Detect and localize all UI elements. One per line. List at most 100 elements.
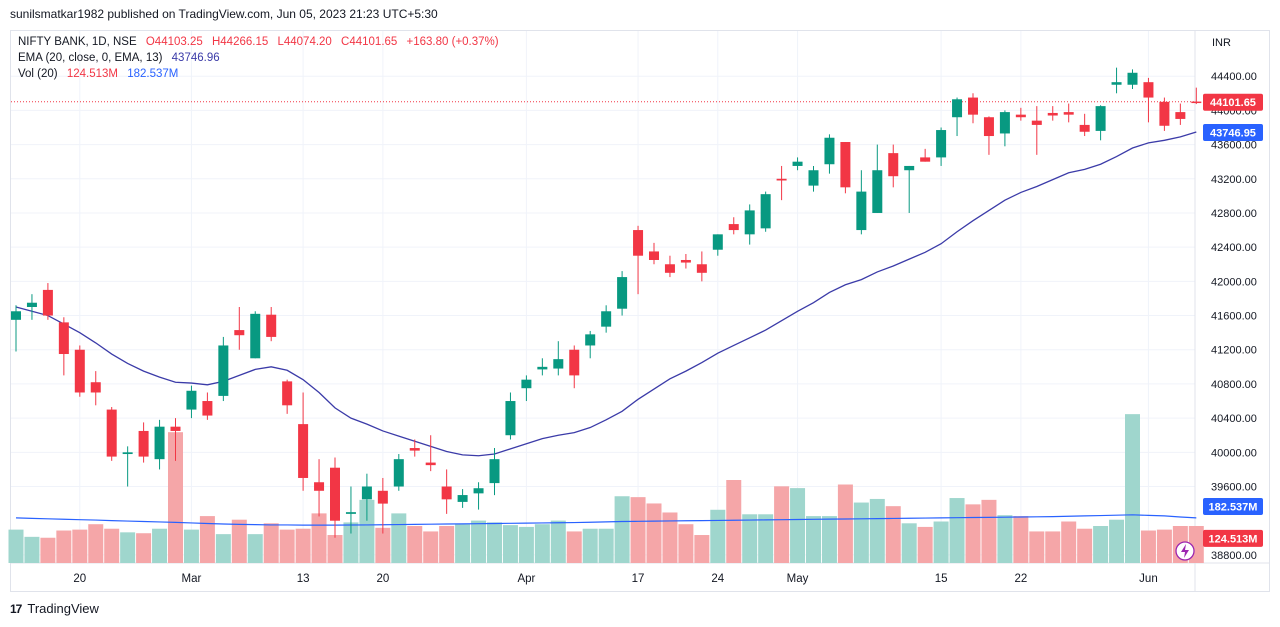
candle-body[interactable] (569, 349, 580, 376)
candle-body[interactable] (904, 165, 915, 171)
candle-body[interactable] (457, 495, 468, 502)
volume-bar (774, 486, 790, 563)
candle-body[interactable] (999, 112, 1010, 134)
candle-body[interactable] (952, 99, 963, 118)
candle-body[interactable] (441, 486, 452, 500)
candle-body[interactable] (680, 259, 691, 263)
candle-body[interactable] (90, 382, 101, 393)
footer-brand[interactable]: 17 TradingView (10, 601, 99, 616)
y-tick-label: 40000.00 (1211, 447, 1257, 459)
candle-body[interactable] (728, 224, 739, 231)
candle-body[interactable] (138, 430, 149, 457)
candle-body[interactable] (617, 277, 628, 309)
candle-body[interactable] (425, 462, 436, 466)
candle-body[interactable] (521, 379, 532, 389)
candle-body[interactable] (473, 488, 484, 494)
candle-body[interactable] (218, 345, 229, 396)
candle-body[interactable] (250, 313, 261, 359)
candle-body[interactable] (234, 330, 245, 336)
volume-bar (1029, 531, 1045, 563)
candle-body[interactable] (26, 302, 37, 307)
candle-body[interactable] (553, 359, 564, 369)
candle-body[interactable] (888, 153, 899, 177)
candle-body[interactable] (298, 424, 309, 478)
legend-symbol[interactable]: NIFTY BANK, 1D, NSE (18, 36, 137, 48)
candle-body[interactable] (1079, 124, 1090, 132)
x-tick-label: 20 (73, 573, 86, 585)
candle-body[interactable] (649, 251, 659, 260)
candle-body[interactable] (840, 142, 851, 188)
candle-body[interactable] (696, 264, 707, 273)
candle-body[interactable] (154, 426, 165, 460)
candle-body[interactable] (393, 459, 404, 487)
candle-body[interactable] (74, 349, 85, 393)
volume-bar (56, 530, 72, 563)
candle-body[interactable] (920, 157, 931, 162)
candle-body[interactable] (345, 512, 356, 514)
candle-body[interactable] (1031, 120, 1042, 125)
candle-body[interactable] (968, 97, 978, 115)
candle-body[interactable] (936, 130, 947, 158)
candle-body[interactable] (202, 401, 213, 416)
candle-body[interactable] (664, 264, 675, 273)
candle-body[interactable] (744, 210, 755, 235)
candle-body[interactable] (1127, 72, 1138, 85)
candle-body[interactable] (377, 490, 388, 504)
volume-bar (582, 528, 598, 563)
candle-body[interactable] (282, 381, 293, 406)
candle-body[interactable] (170, 426, 181, 431)
candle-body[interactable] (792, 161, 803, 166)
price-tag (1203, 124, 1263, 142)
legend-volume[interactable]: Vol (20) 124.513M 182.537M (18, 68, 184, 80)
candle-body[interactable] (1159, 101, 1170, 126)
candle-body[interactable] (776, 178, 787, 181)
candle-body[interactable] (760, 194, 771, 229)
candle-body[interactable] (824, 137, 835, 165)
volume-bar (8, 529, 24, 563)
x-tick-label: Jun (1139, 573, 1158, 585)
candle-body[interactable] (808, 170, 819, 186)
candle-body[interactable] (983, 117, 994, 137)
candle-body[interactable] (601, 311, 612, 327)
candle-body[interactable] (1047, 112, 1058, 116)
legend-ema-value: 43746.96 (171, 52, 220, 64)
candle-body[interactable] (872, 170, 883, 213)
candle-body[interactable] (361, 486, 372, 500)
candle-body[interactable] (1175, 112, 1186, 119)
candle-body[interactable] (856, 191, 867, 231)
candle-body[interactable] (314, 482, 325, 491)
candle-body[interactable] (1015, 114, 1026, 118)
candle-body[interactable] (712, 234, 723, 250)
volume-bar (1093, 526, 1109, 563)
candle-body[interactable] (585, 334, 596, 346)
candle-body[interactable] (1111, 82, 1122, 85)
candle-body[interactable] (58, 322, 69, 355)
candle-body[interactable] (1063, 112, 1074, 115)
candle-body[interactable] (330, 467, 340, 521)
candle-body[interactable] (505, 401, 516, 436)
candle-body[interactable] (1191, 101, 1202, 104)
candle-body[interactable] (409, 448, 420, 451)
candle-body[interactable] (489, 459, 500, 484)
volume-bar (662, 512, 678, 563)
lightning-glyph-icon (1181, 544, 1189, 558)
volume-tag-label: 182.537M (1209, 502, 1258, 514)
candle-body[interactable] (11, 311, 21, 320)
candle-body[interactable] (106, 409, 117, 457)
legend-vol-ma-value: 182.537M (127, 68, 179, 80)
candle-body[interactable] (633, 230, 644, 256)
legend-ema[interactable]: EMA (20, close, 0, EMA, 13) 43746.96 (18, 52, 226, 64)
legend-ohlc: NIFTY BANK, 1D, NSE O44103.25 H44266.15 … (18, 36, 505, 48)
candle-body[interactable] (42, 289, 53, 316)
volume-bar (104, 528, 120, 563)
candle-body[interactable] (186, 390, 197, 410)
tradingview-logo-icon: 17 (10, 601, 22, 616)
candle-body[interactable] (1143, 82, 1154, 98)
candle-body[interactable] (1095, 106, 1106, 131)
candle-body[interactable] (537, 366, 548, 370)
candle-body[interactable] (266, 314, 277, 337)
volume-bar (1125, 414, 1140, 563)
volume-bar (311, 513, 327, 563)
candle-body[interactable] (122, 452, 133, 455)
